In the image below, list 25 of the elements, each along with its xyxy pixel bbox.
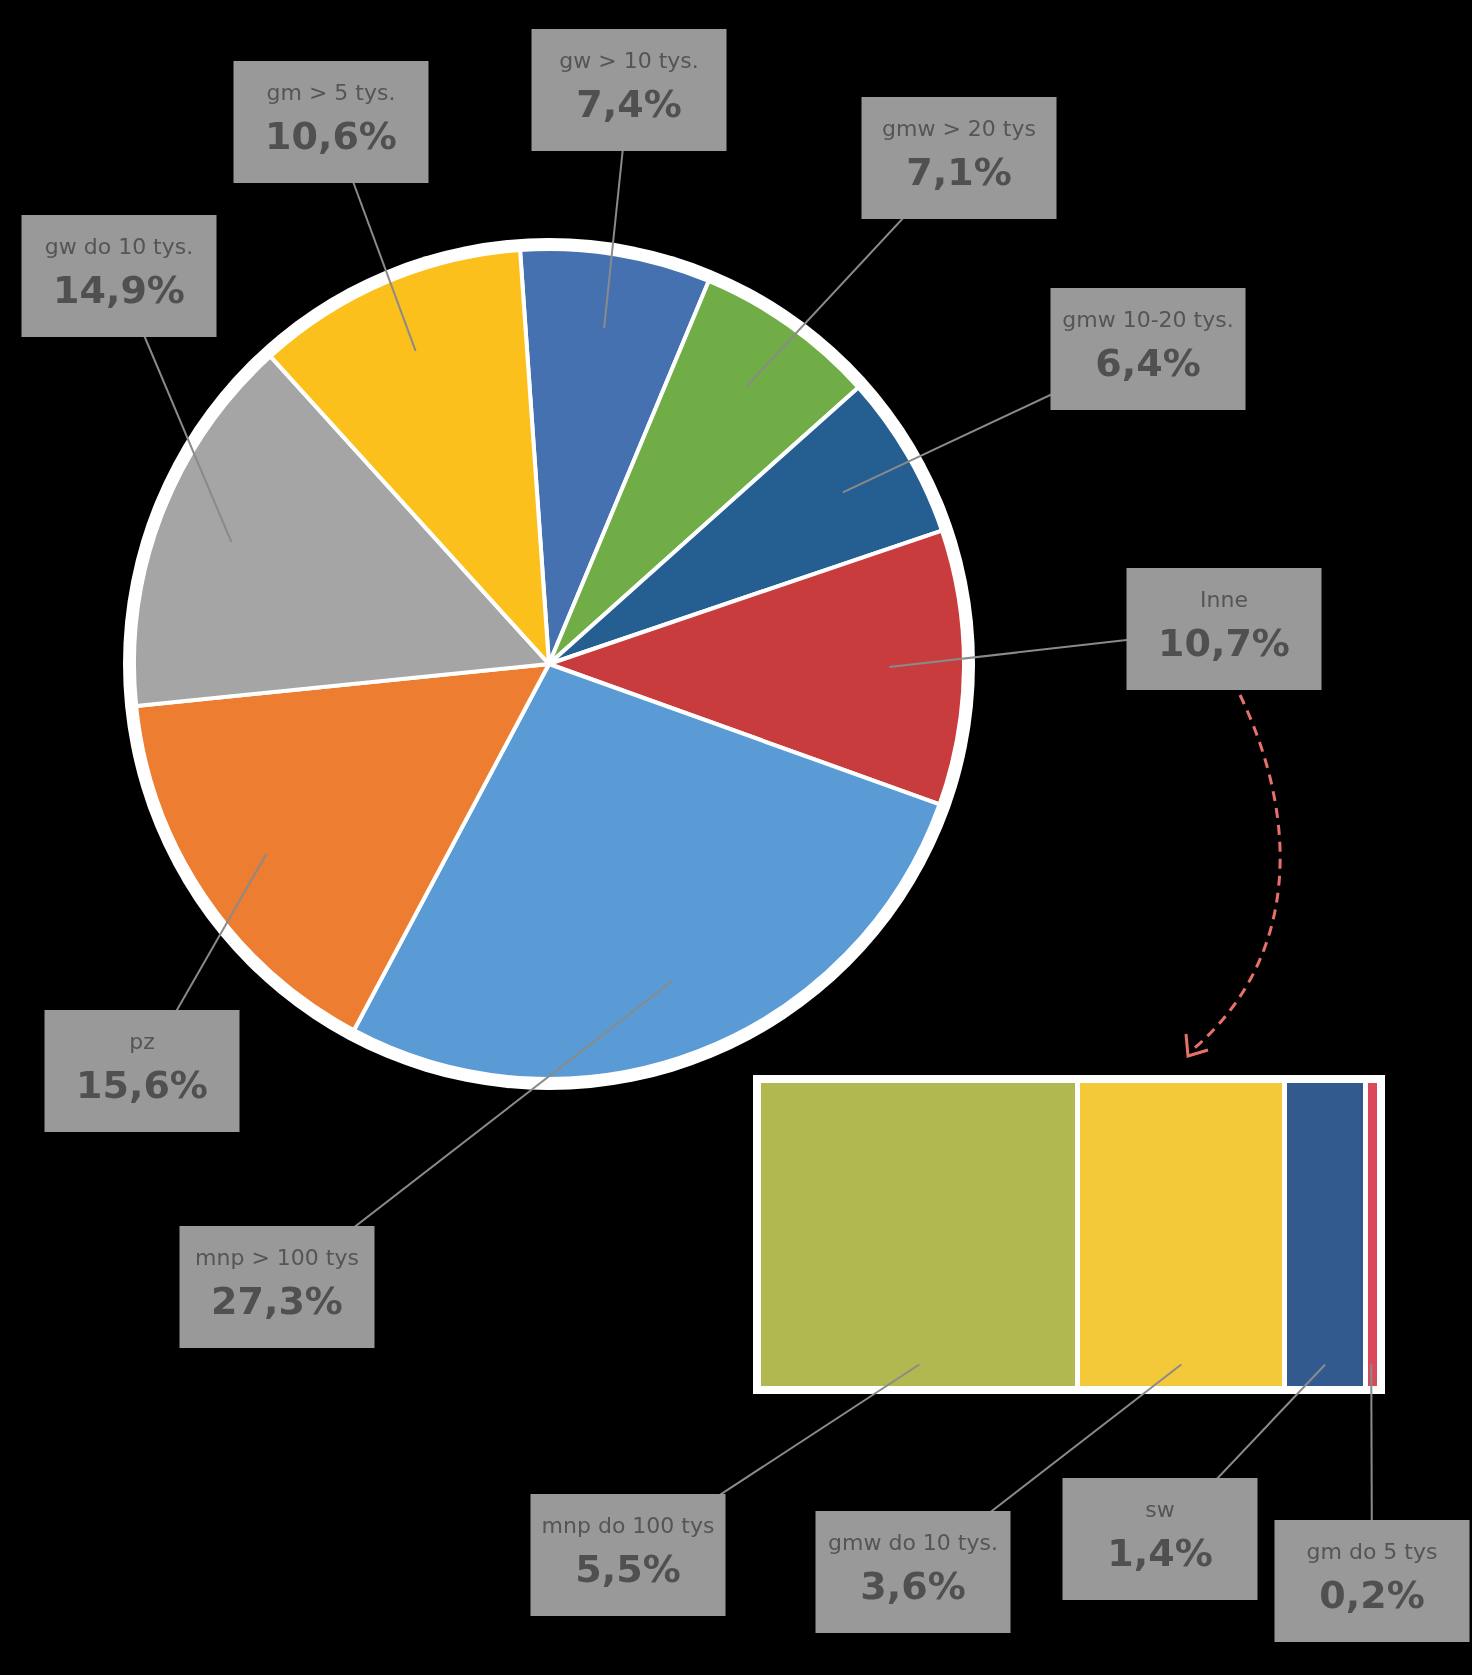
data-label: 1,4% [1107,1530,1213,1575]
data-label: 5,5% [575,1546,681,1591]
slice-label: gw do 10 tys. [44,233,194,259]
slice-label: gmw > 20 tys [882,115,1036,141]
slice-label: gm > 5 tys. [266,79,396,105]
text: mnp do 100 tys [541,1512,715,1538]
data-label: 7,4% [576,81,682,126]
bar [1284,1083,1366,1386]
slice-label: mnp > 100 tys [195,1244,359,1270]
data-label: 0,2% [1319,1572,1425,1617]
slice-label: gmw 10-20 tys. [1062,306,1234,332]
data-label: 27,3% [211,1278,343,1323]
slice-label: Inne [1200,586,1248,612]
slice-label: pz [129,1028,155,1054]
data-label: 15,6% [76,1062,208,1107]
text: sw [1145,1496,1175,1522]
text: gmw do 10 tys. [828,1529,998,1555]
data-label: 6,4% [1095,340,1201,385]
data-label: 3,6% [860,1563,966,1608]
data-label: 14,9% [53,267,185,312]
data-label: 10,7% [1158,620,1290,665]
data-label: 10,6% [265,113,397,158]
text: gm do 5 tys [1306,1538,1438,1564]
slice-label: gw > 10 tys. [559,47,699,73]
data-label: 7,1% [906,149,1012,194]
